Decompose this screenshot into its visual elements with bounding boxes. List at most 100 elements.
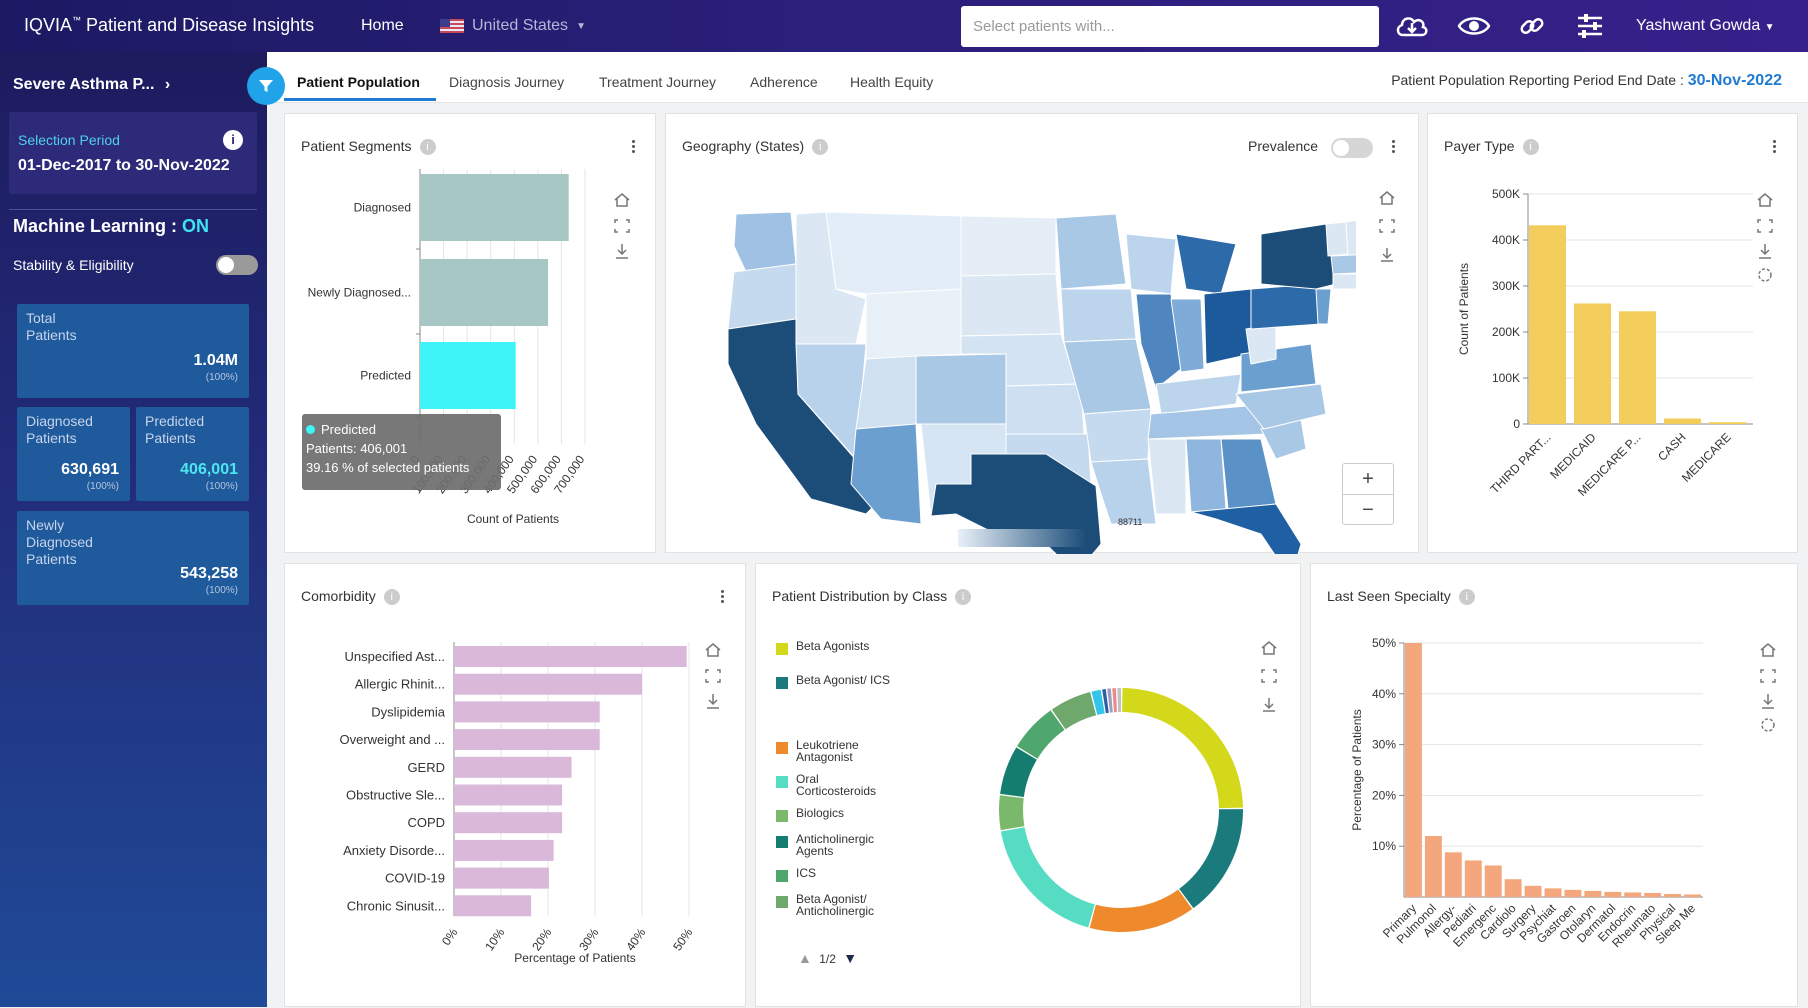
pager-down-icon[interactable]: ▼ <box>843 950 858 966</box>
state-wisconsin <box>1125 233 1177 295</box>
info-icon[interactable]: i <box>383 589 400 606</box>
tab-diagnosis-journey[interactable]: Diagnosis Journey <box>449 74 565 90</box>
info-icon[interactable]: i <box>419 139 436 156</box>
download-icon[interactable] <box>1260 696 1282 714</box>
map-legend-max: 88711 <box>1118 517 1143 527</box>
us-states-map[interactable] <box>716 194 1356 554</box>
category-label: GERD <box>407 760 445 775</box>
specialty-panel: Last Seen Specialty i 10% 20% 30% 40% 50% Prim… <box>1310 563 1798 1007</box>
cloud-download-icon[interactable] <box>1394 10 1430 42</box>
tab-bar: Patient Population Diagnosis Journey Tre… <box>267 52 1808 103</box>
state-arizona <box>850 423 922 525</box>
sliders-icon[interactable] <box>1572 10 1608 42</box>
divider <box>9 209 257 210</box>
info-icon[interactable]: i <box>955 589 972 606</box>
comorbidity-chart: Unspecified Ast... Allergic Rhinit... Dysl… <box>340 642 721 965</box>
diagnosed-patients-card: Diagnosed Patients 630,691 (100%) <box>17 407 130 501</box>
expand-icon[interactable] <box>1378 218 1400 236</box>
bar-medicaid <box>1574 303 1611 424</box>
download-icon[interactable] <box>1378 246 1400 264</box>
total-patients-card: Total Patients 1.04M (100%) <box>17 304 249 398</box>
predicted-patients-card: Predicted Patients 406,001 (100%) <box>136 407 249 501</box>
card-percent: (100%) <box>86 481 119 492</box>
y-tick-label: 200K <box>1492 325 1520 339</box>
card-label: Predicted Patients <box>145 413 205 446</box>
info-icon[interactable]: i <box>1522 139 1539 156</box>
bar-10 <box>454 895 532 917</box>
cohort-selector[interactable]: Severe Asthma P... › <box>13 76 170 94</box>
pager-up-icon[interactable]: ▲ <box>798 950 812 966</box>
expand-icon[interactable] <box>1260 668 1282 686</box>
donut-slice-4 <box>1000 827 1095 928</box>
bar-1 <box>420 174 569 241</box>
state-illinois <box>1135 293 1182 390</box>
tooltip-title: Predicted <box>321 422 376 437</box>
tab-health-equity[interactable]: Health Equity <box>850 74 934 90</box>
legend-label: Anticholinergic Agents <box>796 832 875 858</box>
user-menu[interactable]: Yashwant Gowda ▼ <box>1636 17 1775 35</box>
card-label: Newly Diagnosed Patients <box>26 517 93 567</box>
y-tick-label: 300K <box>1492 279 1520 293</box>
eye-icon[interactable] <box>1456 10 1492 42</box>
download-icon <box>1762 694 1774 709</box>
y-axis-label: Percentage of Patients <box>1350 709 1364 830</box>
chevron-down-icon: ▼ <box>576 20 586 32</box>
pager-label: 1/2 <box>819 952 836 966</box>
stability-eligibility-label: Stability & Eligibility <box>13 257 134 273</box>
state-minnesota <box>1055 213 1127 290</box>
filter-button[interactable] <box>247 67 285 105</box>
state-kentucky <box>1155 373 1242 415</box>
selection-period-value: 01-Dec-2017 to 30-Nov-2022 <box>18 157 230 174</box>
x-tick-label: MEDICARE <box>1679 430 1734 485</box>
more-options-icon[interactable] <box>1770 138 1778 156</box>
home-icon <box>1757 193 1773 207</box>
info-icon[interactable]: i <box>812 139 829 156</box>
home-icon <box>1760 643 1776 657</box>
card-value: 1.04M <box>193 352 238 369</box>
category-label: Diagnosed <box>354 201 411 215</box>
link-icon[interactable] <box>1514 10 1550 42</box>
newly-diagnosed-card: Newly Diagnosed Patients 543,258 (100%) <box>17 511 249 605</box>
patient-search-input[interactable]: Select patients with... <box>961 6 1379 47</box>
state-mississippi <box>1147 438 1187 515</box>
more-options-icon[interactable] <box>629 138 637 156</box>
zoom-in-button[interactable]: + <box>1343 464 1393 495</box>
x-tick-label: 10% <box>482 925 507 953</box>
home-icon[interactable] <box>1378 190 1400 208</box>
home-icon[interactable] <box>1260 640 1282 658</box>
app-title: IQVIA™ Patient and Disease Insights <box>24 15 314 36</box>
home-icon <box>614 193 630 207</box>
us-flag-icon <box>440 19 464 33</box>
prevalence-toggle[interactable] <box>1331 138 1373 158</box>
nav-home-link[interactable]: Home <box>361 17 404 34</box>
donut-slice-7 <box>1017 710 1065 759</box>
bar-4 <box>454 729 600 751</box>
category-label: Newly Diagnosed... <box>308 286 411 300</box>
stability-toggle[interactable] <box>216 255 258 275</box>
bar-9 <box>1564 889 1582 897</box>
zoom-out-button[interactable]: − <box>1362 499 1374 521</box>
state-pennsylvania <box>1250 283 1322 330</box>
card-percent: (100%) <box>205 481 238 492</box>
bar-11 <box>1604 891 1622 897</box>
reporting-period-label: Patient Population Reporting Period End … <box>1391 72 1684 88</box>
legend-label: Leukotriene Antagonist <box>796 738 859 764</box>
reporting-period-date: 30-Nov-2022 <box>1687 72 1782 89</box>
tab-patient-population[interactable]: Patient Population <box>297 74 420 90</box>
card-label: Diagnosed Patients <box>26 413 93 446</box>
country-selector[interactable]: United States ▼ <box>440 17 586 35</box>
tab-adherence[interactable]: Adherence <box>750 74 818 90</box>
info-icon[interactable]: i <box>1458 589 1475 606</box>
legend-swatch <box>776 896 788 908</box>
donut-slice-6 <box>1000 747 1037 798</box>
bar-7 <box>454 812 563 834</box>
info-icon[interactable]: i <box>223 130 243 150</box>
more-options-icon[interactable] <box>1389 138 1397 156</box>
more-options-icon[interactable] <box>718 588 726 606</box>
donut-slice-8 <box>1051 691 1097 730</box>
category-label: Allergic Rhinit... <box>355 677 445 692</box>
x-tick-label: CASH <box>1655 430 1688 463</box>
bar-2 <box>1424 836 1442 897</box>
reset-zoom-icon <box>1758 268 1772 282</box>
tab-treatment-journey[interactable]: Treatment Journey <box>599 74 716 90</box>
